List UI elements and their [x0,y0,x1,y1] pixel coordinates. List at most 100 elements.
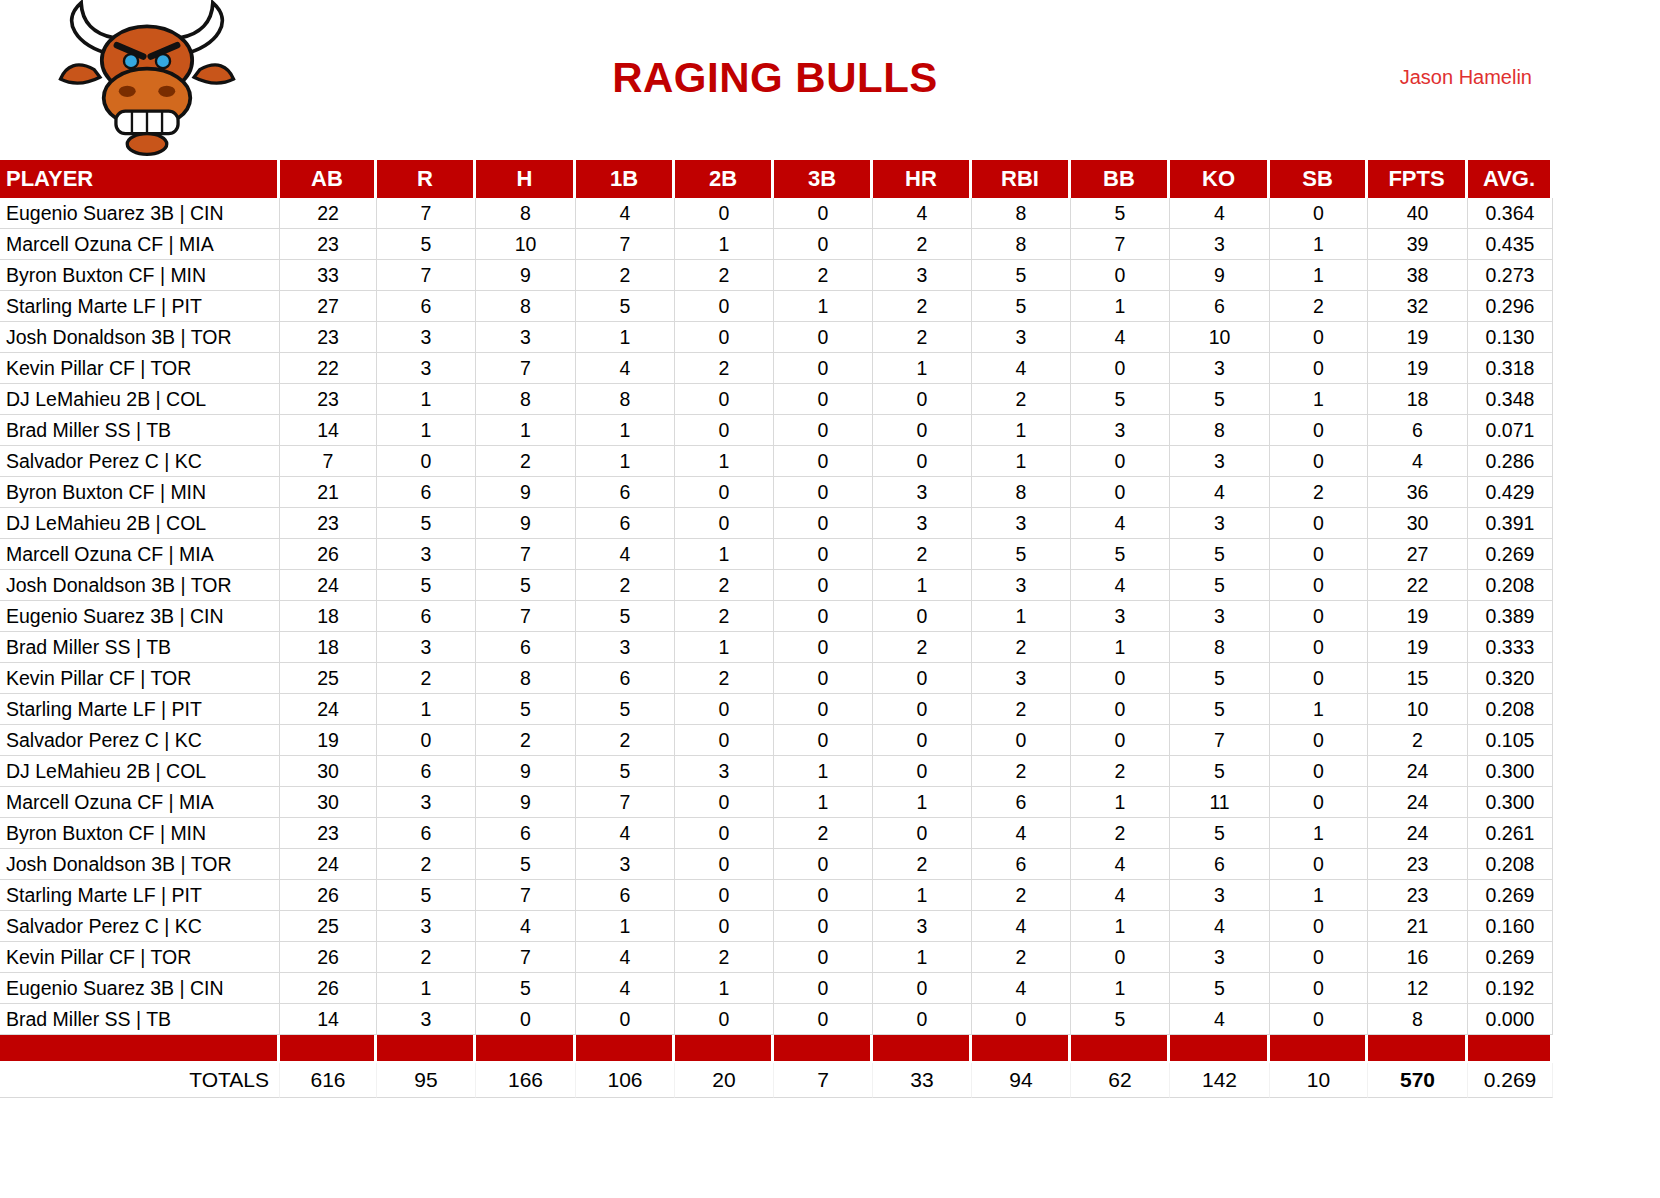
stat-cell: 2 [1270,291,1368,322]
stat-cell: 4 [972,911,1071,942]
stat-cell: 5 [1170,694,1270,725]
stat-cell: 30 [1368,508,1468,539]
stat-cell: 0 [675,725,774,756]
stat-cell: 0 [774,477,873,508]
stat-cell: 1 [1270,229,1368,260]
stat-cell: 3 [972,322,1071,353]
stat-cell: 22 [1368,570,1468,601]
stat-cell: 0 [774,632,873,663]
stat-cell: 23 [1368,849,1468,880]
stat-cell: 0.261 [1468,818,1553,849]
stat-cell: 6 [476,818,576,849]
stat-cell: 0 [1071,663,1170,694]
stat-cell: 0 [1270,508,1368,539]
stat-cell: 26 [280,973,377,1004]
column-header-ko: KO [1170,160,1270,198]
player-row: Josh Donaldson 3B | TOR2333100234100190.… [0,322,1553,353]
stat-cell: 0.348 [1468,384,1553,415]
stat-cell: 9 [476,477,576,508]
separator-cell [972,1035,1071,1063]
player-row: Josh Donaldson 3B | TOR242530026460230.2… [0,849,1553,880]
team-title: RAGING BULLS [0,54,1550,102]
stat-cell: 0.391 [1468,508,1553,539]
stat-cell: 2 [873,322,972,353]
stat-cell: 0 [774,198,873,229]
player-name-cell: DJ LeMahieu 2B | COL [0,508,280,539]
stat-cell: 22 [280,353,377,384]
player-row: Marcell Ozuna CF | MIA263741025550270.26… [0,539,1553,570]
stat-cell: 3 [377,539,476,570]
stat-cell: 1 [377,973,476,1004]
stat-cell: 4 [972,818,1071,849]
totals-cell: 33 [873,1063,972,1098]
stat-cell: 0 [873,446,972,477]
stat-cell: 6 [1170,849,1270,880]
stat-cell: 0 [1071,694,1170,725]
player-name-cell: Salvador Perez C | KC [0,725,280,756]
stat-cell: 0 [774,508,873,539]
stat-cell: 24 [280,849,377,880]
stat-cell: 27 [280,291,377,322]
stat-cell: 0 [774,973,873,1004]
stat-cell: 4 [1170,198,1270,229]
totals-cell: 94 [972,1063,1071,1098]
stat-cell: 36 [1368,477,1468,508]
stat-cell: 0 [774,1004,873,1035]
stat-cell: 24 [280,694,377,725]
stat-cell: 3 [1170,446,1270,477]
stat-cell: 0.269 [1468,942,1553,973]
stat-cell: 0 [1270,198,1368,229]
stat-cell: 2 [377,663,476,694]
stat-cell: 2 [972,756,1071,787]
stat-cell: 0 [675,880,774,911]
stat-cell: 3 [1170,353,1270,384]
stat-cell: 6 [972,787,1071,818]
stat-cell: 8 [972,477,1071,508]
totals-cell: 10 [1270,1063,1368,1098]
stat-cell: 6 [576,477,675,508]
stat-cell: 1 [774,787,873,818]
stat-cell: 0.160 [1468,911,1553,942]
stat-cell: 0 [675,818,774,849]
stat-cell: 0 [675,911,774,942]
stat-cell: 0 [873,663,972,694]
player-name-cell: Josh Donaldson 3B | TOR [0,322,280,353]
stat-cell: 0 [1270,973,1368,1004]
player-row: Eugenio Suarez 3B | CIN227840048540400.3… [0,198,1553,229]
player-row: Marcell Ozuna CF | MIA3039701161110240.3… [0,787,1553,818]
stat-cell: 2 [1270,477,1368,508]
column-header-1b: 1B [576,160,675,198]
player-row: Brad Miller SS | TB183631022180190.333 [0,632,1553,663]
stat-cell: 0 [873,1004,972,1035]
stat-cell: 5 [476,973,576,1004]
stat-cell: 5 [1071,198,1170,229]
stat-cell: 2 [873,291,972,322]
stat-cell: 0 [774,446,873,477]
stat-cell: 0 [774,725,873,756]
stat-cell: 5 [972,260,1071,291]
stat-cell: 0.435 [1468,229,1553,260]
stat-cell: 8 [1170,632,1270,663]
totals-cell: 95 [377,1063,476,1098]
stat-cell: 9 [476,508,576,539]
stat-cell: 2 [476,725,576,756]
stat-cell: 4 [972,973,1071,1004]
stat-cell: 3 [377,353,476,384]
stat-cell: 26 [280,880,377,911]
stat-cell: 4 [1071,322,1170,353]
stat-cell: 0 [1071,942,1170,973]
stat-cell: 1 [476,415,576,446]
separator-cell [1071,1035,1170,1063]
stat-cell: 30 [280,787,377,818]
stat-cell: 0 [1270,322,1368,353]
stat-cell: 27 [1368,539,1468,570]
stat-cell: 1 [1270,818,1368,849]
player-name-cell: Byron Buxton CF | MIN [0,260,280,291]
stat-cell: 5 [377,229,476,260]
stat-cell: 7 [576,229,675,260]
stat-cell: 6 [1368,415,1468,446]
totals-cell: 0.269 [1468,1063,1553,1098]
column-header-avg: AVG. [1468,160,1553,198]
stat-cell: 0 [972,725,1071,756]
stat-cell: 0 [774,570,873,601]
